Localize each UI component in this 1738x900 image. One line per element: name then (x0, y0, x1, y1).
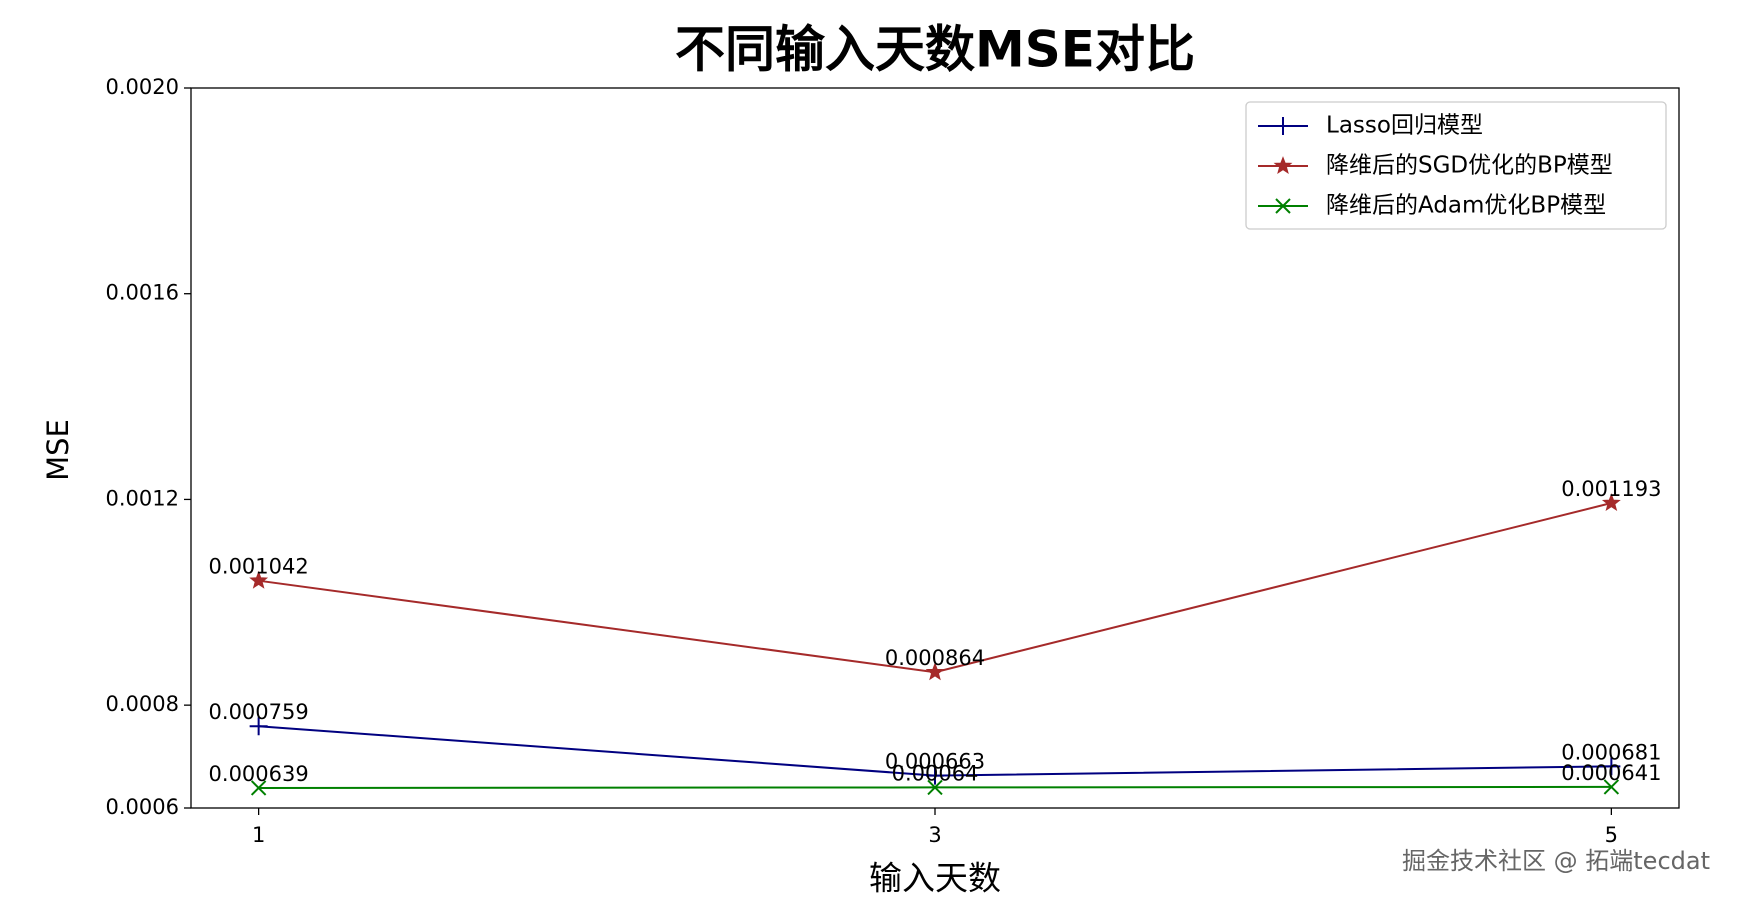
marker (926, 766, 944, 785)
data-label: 0.001042 (209, 555, 309, 579)
y-tick-label: 0.0006 (106, 795, 179, 819)
y-tick-label: 0.0008 (106, 692, 179, 716)
marker (249, 717, 268, 736)
y-tick-label: 0.0016 (106, 281, 179, 305)
x-tick-label: 5 (1605, 823, 1618, 847)
marker (927, 779, 943, 796)
legend-label: 降维后的SGD优化的BP模型 (1326, 153, 1613, 179)
x-tick-label: 1 (252, 823, 265, 847)
legend-marker (1275, 198, 1291, 214)
marker (250, 780, 267, 796)
x-tick-label: 3 (928, 823, 941, 847)
legend-label: 降维后的Adam优化BP模型 (1326, 193, 1606, 219)
data-label: 0.001193 (1561, 477, 1661, 501)
legend-box (1245, 101, 1667, 230)
data-label: 0.000639 (209, 762, 309, 786)
data-label: 0.000681 (1561, 740, 1661, 764)
marker (925, 662, 945, 681)
y-tick-label: 0.0012 (106, 486, 179, 510)
data-label: 0.00064 (892, 761, 979, 785)
chart-title: 不同输入天数MSE对比 (675, 21, 1195, 79)
marker (1602, 757, 1621, 776)
watermark: 掘金技术社区 @ 拓端tecdat (1402, 847, 1710, 875)
y-axis-label: MSE (41, 419, 75, 481)
legend-marker (1273, 156, 1293, 175)
y-tick-label: 0.0020 (106, 75, 179, 99)
data-label: 0.000641 (1561, 761, 1661, 785)
legend-marker (1274, 117, 1292, 135)
marker (1601, 493, 1621, 512)
data-label: 0.000663 (885, 750, 985, 774)
x-axis-label: 输入天数 (869, 859, 1001, 898)
data-label: 0.000864 (885, 646, 985, 670)
data-label: 0.000759 (209, 700, 309, 724)
legend-label: Lasso回归模型 (1326, 113, 1483, 139)
marker (249, 570, 269, 589)
marker (1603, 779, 1620, 795)
